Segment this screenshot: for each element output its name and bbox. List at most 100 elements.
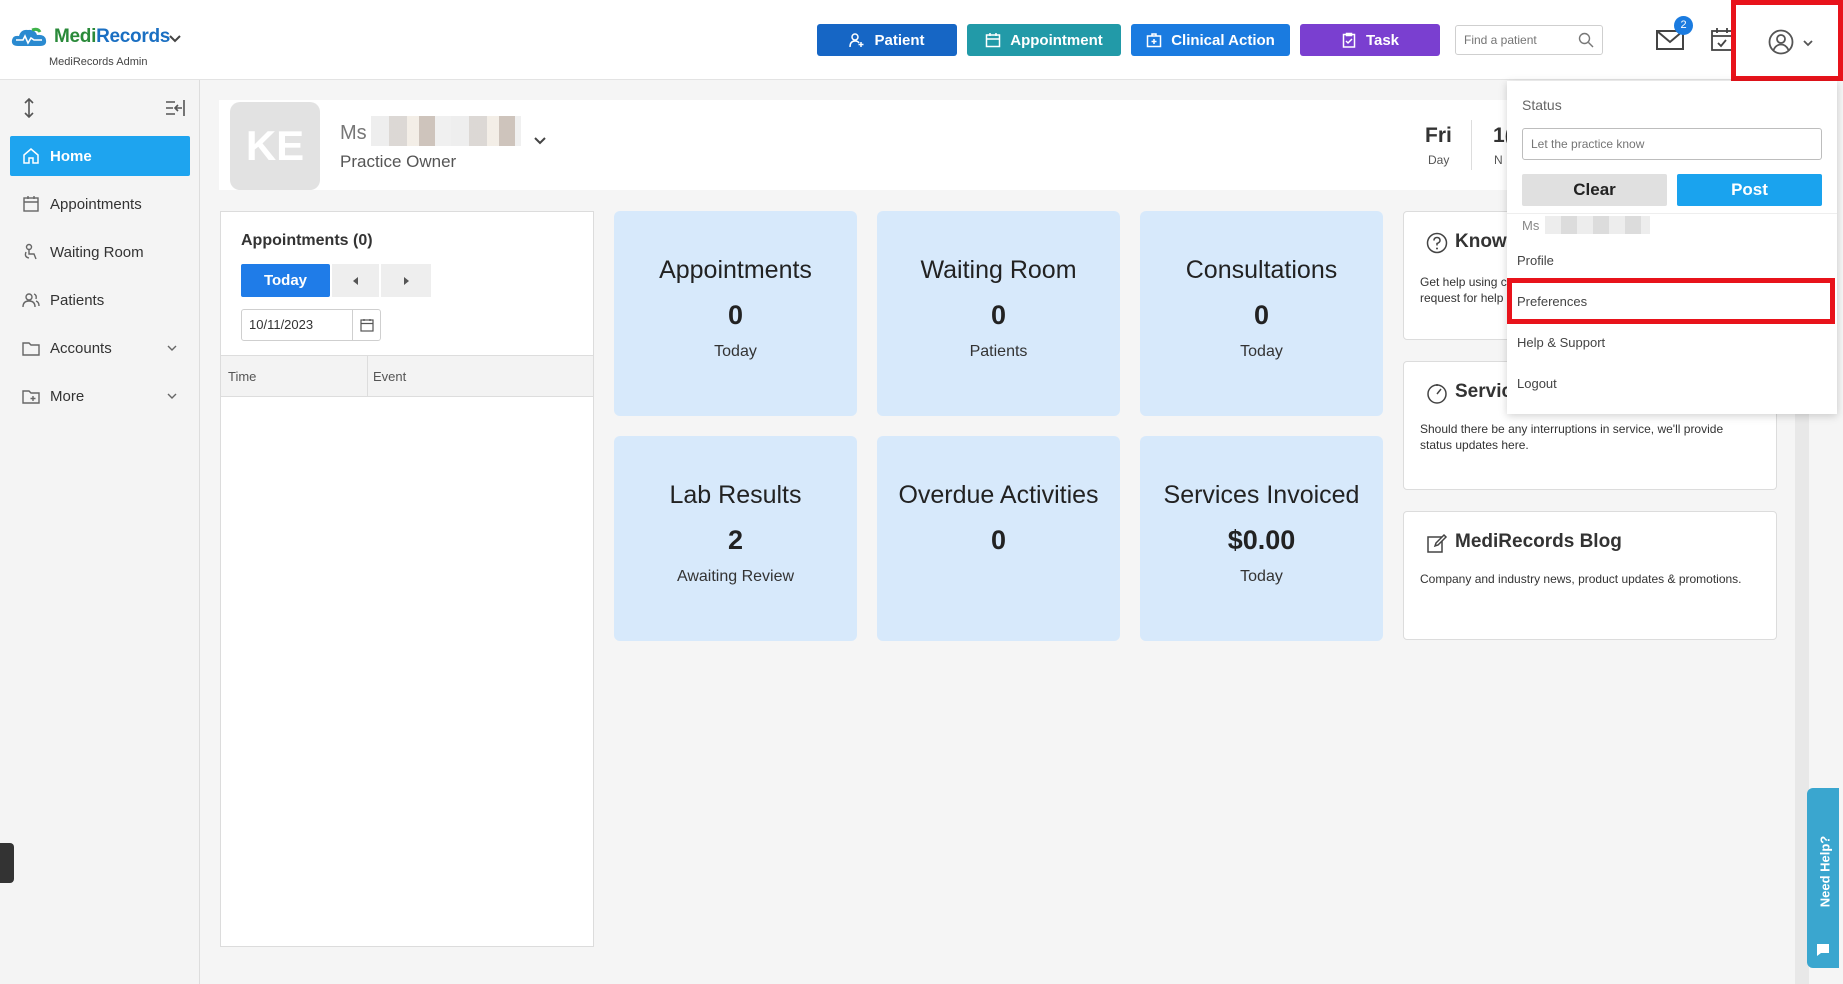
date-value: 10/11/2023 xyxy=(249,317,314,332)
caret-left-icon xyxy=(352,276,358,285)
tile-subtitle: Today xyxy=(1240,343,1283,360)
chevron-down-icon xyxy=(167,345,177,351)
tile-subtitle: Today xyxy=(714,343,757,360)
logo-text: MediRecords xyxy=(54,26,171,47)
today-button[interactable]: Today xyxy=(241,264,330,297)
previous-day-button[interactable] xyxy=(332,264,379,297)
waiting-room-icon xyxy=(24,243,37,260)
new-appointment-button[interactable]: Appointment xyxy=(967,24,1121,56)
tile-appointments[interactable]: Appointments 0 Today xyxy=(614,211,857,416)
date-picker[interactable]: 10/11/2023 xyxy=(241,309,381,341)
date-number-label: N xyxy=(1494,153,1503,167)
appointments-table-header: Time Event xyxy=(221,355,593,397)
side-panel-toggle[interactable] xyxy=(0,843,14,883)
patient-search-input[interactable] xyxy=(1456,26,1576,54)
user-name-prefix: Ms xyxy=(1522,218,1540,233)
menu-item-help-support[interactable]: Help & Support xyxy=(1517,335,1606,350)
tile-title: Overdue Activities xyxy=(898,481,1099,509)
day-label: Day xyxy=(1428,153,1450,167)
tile-overdue-activities[interactable]: Overdue Activities 0 xyxy=(877,436,1120,641)
appointments-panel-title: Appointments (0) xyxy=(241,232,373,249)
clear-status-button[interactable]: Clear xyxy=(1522,174,1667,206)
tile-value: 0 xyxy=(727,300,744,330)
users-icon xyxy=(22,293,40,308)
resize-vertical-icon[interactable] xyxy=(20,98,38,118)
divider xyxy=(1507,213,1837,214)
column-header-event[interactable]: Event xyxy=(373,369,407,384)
new-patient-button[interactable]: Patient xyxy=(817,24,957,56)
blog-card[interactable]: MediRecords Blog Company and industry ne… xyxy=(1403,511,1777,640)
mail-icon[interactable] xyxy=(1656,28,1684,52)
chevron-down-icon[interactable] xyxy=(533,134,547,148)
sidebar-item-more[interactable]: More xyxy=(10,376,190,416)
chevron-down-icon[interactable] xyxy=(168,32,182,46)
tile-value: 0 xyxy=(1253,300,1270,330)
user-role: Practice Owner xyxy=(340,152,457,171)
calendar-icon xyxy=(986,33,1001,48)
menu-item-logout[interactable]: Logout xyxy=(1517,376,1557,391)
sidebar-item-label: Appointments xyxy=(50,195,142,213)
sidebar-item-accounts[interactable]: Accounts xyxy=(10,328,190,368)
folder-plus-icon xyxy=(22,390,40,404)
card-body: Should there be any interruptions in ser… xyxy=(1420,422,1724,452)
new-task-button[interactable]: Task xyxy=(1300,24,1440,56)
chevron-down-icon xyxy=(1803,40,1813,47)
mail-count-badge: 2 xyxy=(1674,16,1693,35)
tile-services-invoiced[interactable]: Services Invoiced $0.00 Today xyxy=(1140,436,1383,641)
welcome-header: KE Ms Practice Owner Fri Day 1( N xyxy=(219,100,1512,190)
avatar: KE xyxy=(230,102,320,190)
cloud-logo-icon xyxy=(11,27,47,46)
organization-subtitle: MediRecords Admin xyxy=(49,56,148,68)
tile-value: $0.00 xyxy=(1227,525,1296,555)
status-input[interactable] xyxy=(1522,128,1822,160)
tile-title: Appointments xyxy=(659,256,812,284)
collapse-sidebar-icon[interactable] xyxy=(165,99,185,117)
sidebar-item-waiting-room[interactable]: Waiting Room xyxy=(10,232,190,272)
menu-item-profile[interactable]: Profile xyxy=(1517,253,1554,268)
clinical-action-button-label: Clinical Action xyxy=(1171,31,1275,49)
user-menu-button[interactable] xyxy=(1731,0,1843,81)
medirecords-logo[interactable]: MediRecords xyxy=(10,26,170,48)
status-label: Status xyxy=(1522,97,1562,113)
card-body: Company and industry news, product updat… xyxy=(1420,572,1742,586)
card-title: Servic xyxy=(1455,381,1513,402)
folder-icon xyxy=(22,342,40,356)
sidebar-item-label: Patients xyxy=(50,291,105,309)
column-header-time[interactable]: Time xyxy=(228,369,257,384)
menu-item-preferences[interactable]: Preferences xyxy=(1517,294,1588,309)
next-day-button[interactable] xyxy=(381,264,431,297)
tile-subtitle: Patients xyxy=(969,343,1028,360)
calendar-button[interactable] xyxy=(352,310,380,340)
card-title: Knowl xyxy=(1455,231,1512,252)
column-divider xyxy=(367,356,368,396)
sidebar-item-label: Waiting Room xyxy=(50,243,144,261)
user-menu-dropdown: Status Clear Post Ms Profile Preferences… xyxy=(1507,81,1837,414)
sidebar-item-home[interactable]: Home xyxy=(10,136,190,176)
tile-lab-results[interactable]: Lab Results 2 Awaiting Review xyxy=(614,436,857,641)
clinical-action-button[interactable]: Clinical Action xyxy=(1131,24,1290,56)
calendar-icon xyxy=(359,319,374,332)
search-icon[interactable] xyxy=(1578,32,1594,48)
tile-waiting-room[interactable]: Waiting Room 0 Patients xyxy=(877,211,1120,416)
calendar-check-icon[interactable] xyxy=(1711,27,1733,51)
tile-subtitle: Today xyxy=(1240,568,1283,585)
post-status-button[interactable]: Post xyxy=(1677,174,1822,206)
tile-title: Waiting Room xyxy=(920,256,1077,284)
tile-subtitle: Awaiting Review xyxy=(676,568,795,585)
patient-search[interactable] xyxy=(1455,25,1603,55)
sidebar-item-patients[interactable]: Patients xyxy=(10,280,190,320)
tile-consultations[interactable]: Consultations 0 Today xyxy=(1140,211,1383,416)
card-title: MediRecords Blog xyxy=(1455,531,1622,552)
sidebar-item-appointments[interactable]: Appointments xyxy=(10,184,190,224)
appointment-button-label: Appointment xyxy=(1010,31,1103,49)
chat-bubble-icon xyxy=(1817,944,1829,956)
patient-button-label: Patient xyxy=(874,31,925,49)
sidebar: Home Appointments Waiting Room Patients … xyxy=(0,80,200,984)
tile-title: Lab Results xyxy=(669,481,802,509)
sidebar-item-label: More xyxy=(50,387,85,405)
divider xyxy=(1471,120,1472,170)
need-help-label: Need Help? xyxy=(1817,835,1833,908)
help-circle-icon xyxy=(1426,232,1448,254)
tile-value: 0 xyxy=(990,300,1007,330)
need-help-tab[interactable]: Need Help? xyxy=(1807,788,1839,968)
